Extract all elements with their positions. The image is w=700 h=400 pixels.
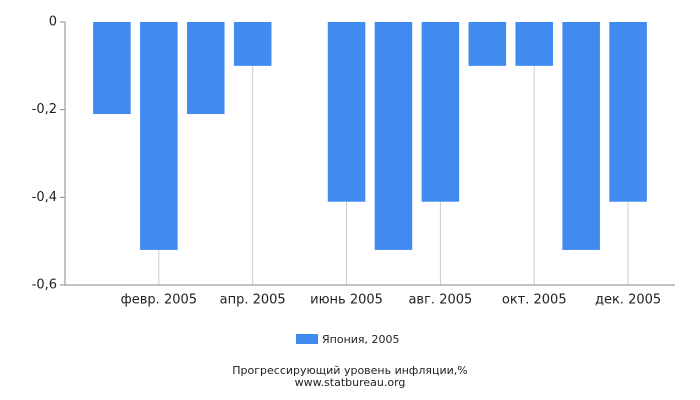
bar bbox=[374, 22, 413, 250]
y-tick-label: -0,4 bbox=[32, 190, 57, 205]
bar bbox=[468, 22, 507, 66]
chart-title: Прогрессирующий уровень инфляции,% bbox=[232, 364, 467, 377]
x-tick-label: июнь 2005 bbox=[310, 293, 383, 308]
bar bbox=[140, 22, 178, 250]
chart-subtitle: www.statbureau.org bbox=[295, 376, 406, 389]
x-tick-label: дек. 2005 bbox=[595, 293, 661, 308]
x-tick-label: авг. 2005 bbox=[408, 293, 472, 308]
bar bbox=[233, 22, 272, 66]
bar bbox=[562, 22, 600, 250]
x-tick-label: окт. 2005 bbox=[502, 293, 567, 308]
bar bbox=[609, 22, 647, 202]
bar bbox=[515, 22, 553, 66]
x-tick-label: апр. 2005 bbox=[220, 293, 286, 308]
x-tick-label: февр. 2005 bbox=[121, 293, 197, 308]
bar bbox=[187, 22, 225, 115]
y-tick-label: 0 bbox=[49, 15, 57, 30]
bar bbox=[327, 22, 366, 202]
bar bbox=[93, 22, 131, 115]
y-tick-label: -0,6 bbox=[32, 278, 57, 293]
bar bbox=[421, 22, 460, 202]
y-tick-label: -0,2 bbox=[32, 102, 57, 117]
legend-label: Япония, 2005 bbox=[322, 333, 400, 346]
legend-swatch bbox=[296, 334, 318, 344]
